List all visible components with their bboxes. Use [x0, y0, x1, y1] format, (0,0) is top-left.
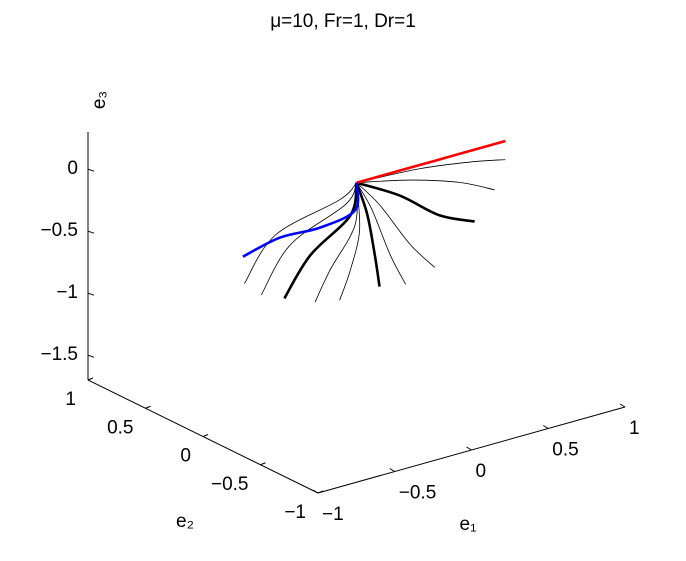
y-tick: [202, 434, 209, 437]
x-tick-label: 0: [476, 461, 487, 482]
x-tick: [619, 403, 626, 408]
z-axis-label: e₃: [89, 91, 110, 109]
z-tick-label: −1: [56, 282, 78, 303]
x-tick-label: −0.5: [399, 483, 437, 504]
filament-line: [356, 182, 436, 268]
filament-line: [260, 182, 357, 296]
z-tick-label: 0: [67, 158, 78, 179]
z-tick: [87, 168, 95, 172]
filament-line: [356, 181, 475, 223]
x-tick: [542, 425, 549, 429]
filament-line: [283, 182, 358, 300]
x-tick: [389, 468, 396, 472]
chart-title: μ=10, Fr=1, Dr=1: [270, 11, 416, 32]
y-tick: [145, 405, 151, 409]
y-tick-label: 0.5: [107, 417, 133, 438]
z-tick-label: −1.5: [40, 344, 78, 365]
y-axis-label: e₂: [176, 511, 194, 532]
y-tick: [87, 377, 94, 381]
y-tick: [260, 462, 266, 466]
filament-line: [242, 182, 360, 258]
z-tick: [87, 354, 95, 358]
y-tick-label: 0: [180, 446, 191, 467]
z-tick-label: −0.5: [40, 220, 78, 241]
filament-line: [356, 139, 506, 184]
z-tick: [87, 292, 95, 296]
y-tick-label: 1: [65, 389, 76, 410]
z-tick: [87, 230, 95, 234]
y-tick-label: −1: [284, 502, 306, 523]
x-tick-label: 1: [629, 418, 640, 439]
x-tick-label: 0.5: [552, 440, 578, 461]
x-tick-label: −1: [322, 504, 344, 525]
filament-line: [356, 179, 495, 191]
filament-line: [244, 182, 357, 284]
filament-line: [355, 182, 381, 287]
x-axis-label: e₁: [460, 514, 477, 535]
x-tick: [466, 446, 472, 451]
x-tick: [312, 489, 319, 494]
y-tick: [317, 490, 324, 494]
y-tick-label: −0.5: [211, 474, 249, 495]
filament-line: [356, 182, 406, 285]
